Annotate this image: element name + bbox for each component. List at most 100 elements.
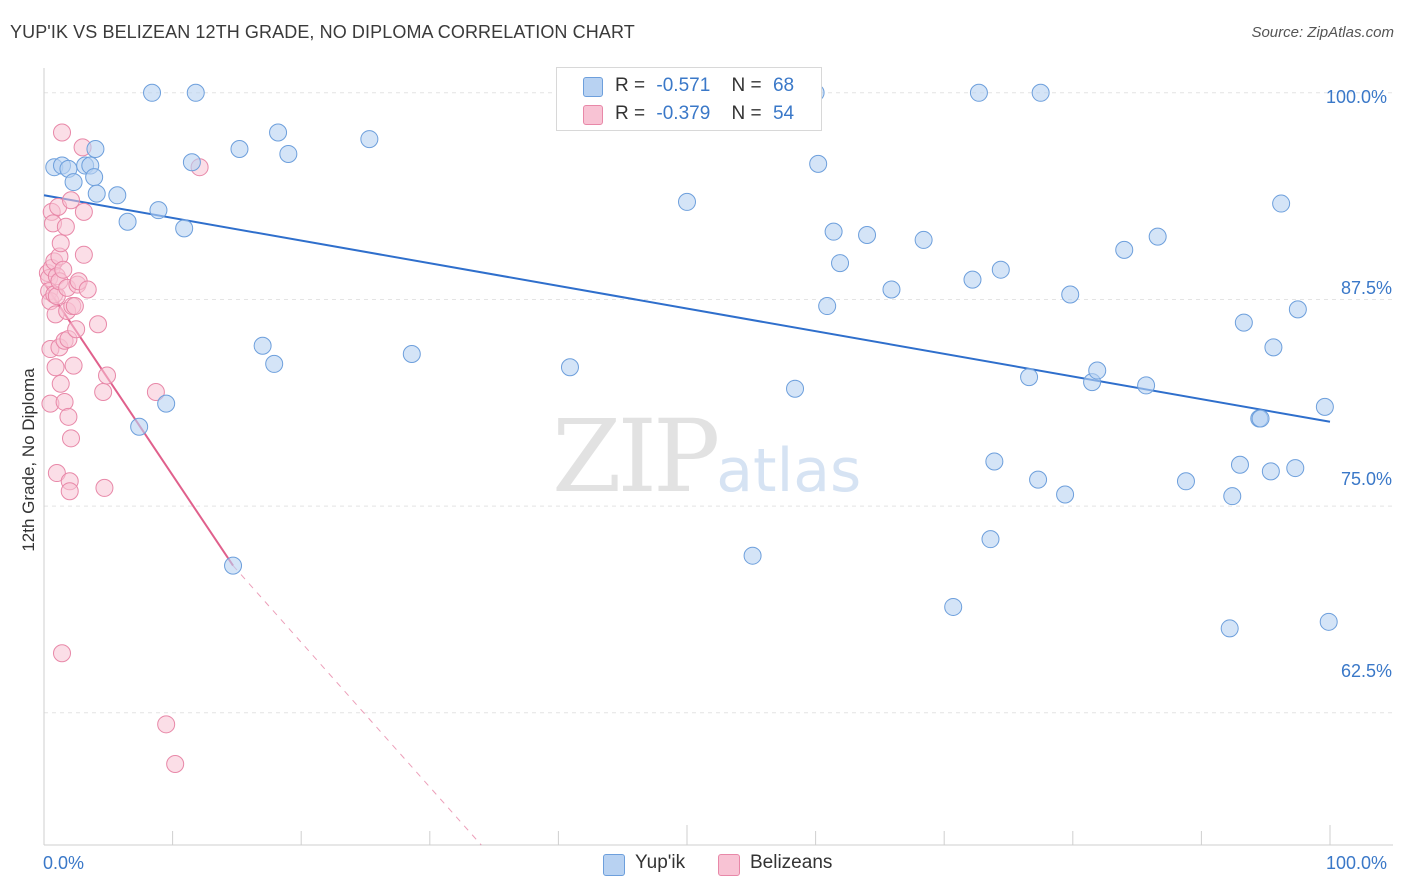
yupik-point-11	[130, 417, 149, 436]
belizeans-point-15	[47, 464, 66, 483]
yupik-point-53	[1223, 487, 1242, 506]
belizeans-point-34	[62, 191, 81, 210]
yupik-point-63	[1315, 397, 1334, 416]
trend-lines	[43, 194, 1331, 846]
yupik-n-label: N =	[731, 75, 762, 96]
yupik-point-58	[1261, 462, 1280, 481]
yupik-point-10	[118, 212, 137, 231]
belizeans-point-44	[74, 245, 93, 264]
yupik-point-6	[85, 168, 104, 187]
yupik-point-31	[818, 297, 837, 316]
bottom-yupik-swatch	[603, 854, 625, 876]
belizeans-swatch	[583, 105, 603, 125]
belizeans-point-38	[65, 297, 84, 316]
yupik-point-52	[1220, 619, 1239, 638]
yupik-point-64	[1319, 612, 1338, 631]
belizeans-point-48	[98, 366, 117, 385]
yupik-point-16	[186, 83, 205, 102]
yupik-point-65	[969, 83, 988, 102]
yupik-point-24	[360, 130, 379, 149]
yupik-point-25	[402, 345, 421, 364]
yupik-point-28	[743, 546, 762, 565]
y-tick-label-87-5: 87.5%	[1341, 278, 1393, 298]
y-tick-label-100: 100.0%	[1326, 87, 1388, 107]
yupik-point-32	[824, 222, 843, 241]
yupik-r-value: -0.571	[656, 75, 711, 96]
yupik-point-61	[1286, 459, 1305, 478]
y-tick-label-62-5: 62.5%	[1341, 661, 1393, 681]
yupik-point-37	[944, 597, 963, 616]
yupik-point-45	[1061, 285, 1080, 304]
belizeans-point-27	[56, 217, 75, 236]
yupik-point-36	[914, 230, 933, 249]
yupik-point-40	[985, 452, 1004, 471]
belizeans-point-50	[157, 715, 176, 734]
yupik-point-19	[230, 140, 249, 159]
y-axis-label: 12th Grade, No Diploma	[19, 368, 38, 552]
yupik-point-60	[1272, 194, 1291, 213]
belizeans-point-23	[53, 644, 72, 663]
y-tick-label-75: 75.0%	[1341, 469, 1393, 489]
yupik-point-17	[182, 153, 201, 172]
yupik-point-62	[1288, 300, 1307, 319]
watermark-atlas: atlas	[716, 436, 862, 506]
stats-legend: R = -0.571 N = 68 R = -0.379 N = 54	[556, 67, 822, 131]
belizeans-point-53	[89, 315, 108, 334]
belizeans-point-51	[166, 754, 185, 773]
yupik-point-33	[831, 254, 850, 273]
belizeans-n-label: N =	[731, 103, 762, 124]
belizeans-r-value: -0.379	[656, 103, 711, 124]
belizeans-point-35	[62, 429, 81, 448]
belizeans-point-49	[146, 383, 165, 402]
trend-line-belizeans-extension	[232, 565, 482, 846]
yupik-swatch	[583, 77, 603, 97]
bottom-belizeans-swatch	[718, 854, 740, 876]
chart-title: YUP'IK VS BELIZEAN 12TH GRADE, NO DIPLOM…	[10, 22, 635, 42]
bottom-belizeans-label: Belizeans	[750, 852, 833, 873]
yupik-point-35	[882, 280, 901, 299]
yupik-n-value: 68	[772, 75, 795, 96]
bottom-yupik-label: Yup'ik	[635, 852, 686, 873]
trend-line-yupik	[43, 194, 1331, 423]
yupik-point-12	[143, 83, 162, 102]
yupik-point-66	[1031, 83, 1050, 102]
yupik-point-7	[86, 140, 105, 159]
belizeans-point-37	[64, 356, 83, 375]
yupik-point-9	[108, 186, 127, 205]
yupik-point-34	[858, 225, 877, 244]
yupik-point-20	[253, 336, 272, 355]
belizeans-point-22	[53, 123, 72, 142]
data-points	[38, 83, 1338, 773]
yupik-point-21	[265, 354, 284, 373]
yupik-point-3	[64, 173, 83, 192]
belizeans-n-value: 54	[772, 103, 795, 124]
belizeans-point-43	[74, 202, 93, 221]
yupik-point-57	[1251, 409, 1270, 428]
yupik-point-8	[87, 184, 106, 203]
watermark: ZIPatlas	[552, 398, 861, 515]
yupik-point-18	[224, 556, 243, 575]
yupik-point-50	[1148, 227, 1167, 246]
yupik-point-42	[1020, 368, 1039, 387]
yupik-point-43	[1029, 470, 1048, 489]
yupik-point-22	[269, 123, 288, 142]
yupik-point-26	[560, 358, 579, 377]
yupik-point-29	[786, 379, 805, 398]
yupik-point-44	[1056, 485, 1075, 504]
yupik-point-23	[279, 144, 298, 163]
x-tick-label-0: 0.0%	[43, 853, 85, 873]
watermark-zip: ZIP	[552, 398, 720, 515]
yupik-point-14	[157, 394, 176, 413]
belizeans-r-label: R =	[615, 103, 646, 124]
source-credit: Source: ZipAtlas.com	[1251, 24, 1394, 41]
yupik-point-55	[1234, 313, 1253, 332]
belizeans-point-26	[55, 392, 74, 411]
yupik-point-49	[1137, 376, 1156, 395]
yupik-point-48	[1115, 240, 1134, 259]
yupik-point-39	[981, 530, 1000, 549]
belizeans-point-45	[78, 280, 97, 299]
belizeans-point-47	[95, 478, 114, 497]
belizeans-point-33	[60, 482, 79, 501]
belizeans-point-20	[51, 234, 70, 253]
yupik-point-13	[149, 201, 168, 220]
